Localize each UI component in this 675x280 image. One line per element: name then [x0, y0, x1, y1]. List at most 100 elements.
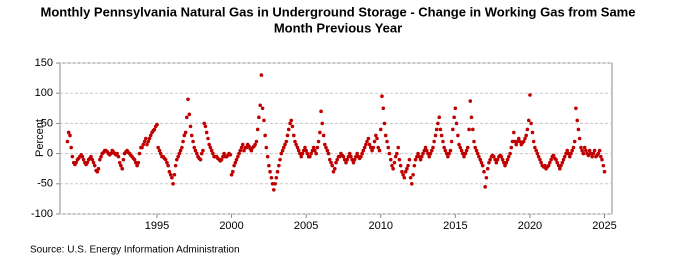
data-point [183, 130, 188, 135]
data-point [165, 160, 169, 165]
data-point [376, 145, 381, 150]
data-point [392, 160, 397, 165]
data-point [509, 145, 514, 150]
data-point [579, 145, 583, 150]
data-point [142, 139, 147, 144]
data-point [386, 145, 391, 150]
data-point [316, 139, 321, 144]
y-tick-label: 150 [35, 57, 53, 69]
data-point [300, 151, 305, 156]
data-point [80, 154, 85, 159]
data-point [469, 115, 474, 120]
data-point [557, 166, 562, 171]
data-point [193, 148, 198, 153]
data-point [471, 127, 475, 132]
data-point [467, 127, 471, 132]
data-point [413, 157, 418, 162]
data-point [480, 163, 485, 168]
data-point [581, 151, 586, 156]
data-point [372, 139, 377, 144]
data-point [299, 154, 304, 159]
data-point [566, 151, 571, 156]
data-point [417, 154, 422, 159]
data-point [354, 154, 358, 159]
data-point [137, 151, 142, 156]
data-point [192, 145, 197, 150]
data-point [407, 157, 412, 162]
data-point [314, 151, 318, 156]
data-point [451, 127, 455, 132]
data-point [318, 130, 322, 135]
data-point [175, 157, 179, 162]
y-tick-label: 100 [35, 87, 53, 99]
source-note: Source: U.S. Energy Information Administ… [30, 245, 240, 256]
data-point [152, 127, 157, 132]
data-point [301, 148, 306, 153]
data-point [468, 99, 473, 103]
data-point [439, 133, 444, 138]
data-point [222, 151, 226, 156]
data-point [474, 148, 479, 153]
data-point [237, 151, 241, 156]
data-point [280, 148, 285, 153]
data-point [95, 169, 100, 174]
data-point [279, 151, 284, 156]
data-point [255, 127, 260, 132]
data-point [335, 157, 339, 162]
data-point [510, 139, 515, 144]
data-point [383, 133, 388, 138]
data-point [577, 136, 582, 141]
data-point [371, 145, 376, 150]
data-point [580, 148, 584, 153]
data-point [293, 139, 297, 144]
data-point [65, 139, 70, 144]
data-point [234, 157, 239, 162]
chart-title: Monthly Pennsylvania Natural Gas in Unde… [41, 4, 636, 19]
data-point [421, 151, 425, 156]
data-point [277, 163, 281, 168]
y-tick-label: -50 [37, 178, 53, 190]
data-point [366, 136, 371, 141]
data-point [574, 106, 578, 111]
data-point [525, 127, 530, 132]
data-point [296, 148, 301, 153]
data-point [199, 151, 204, 156]
data-point [146, 139, 151, 144]
data-point [479, 160, 484, 165]
data-point [167, 169, 172, 174]
data-point [326, 151, 331, 156]
data-point [117, 160, 122, 165]
data-point [259, 73, 264, 77]
data-point [253, 142, 257, 147]
data-point [208, 145, 213, 150]
data-point [456, 133, 460, 138]
data-point [198, 157, 203, 162]
data-point [333, 166, 337, 171]
data-point [551, 153, 556, 158]
data-point [172, 172, 177, 177]
data-point [377, 148, 382, 153]
data-point [582, 145, 587, 150]
data-point [185, 115, 189, 120]
data-point [462, 154, 466, 159]
data-point [465, 145, 470, 150]
data-point [591, 151, 596, 156]
data-point [482, 169, 486, 174]
data-point [431, 145, 435, 150]
data-point [209, 148, 214, 153]
data-point [290, 124, 295, 129]
y-tick-label: 50 [41, 117, 53, 129]
data-point [281, 145, 286, 150]
data-point [531, 139, 536, 144]
data-point [347, 151, 352, 156]
data-point [180, 145, 184, 150]
data-point [403, 169, 408, 174]
data-point [90, 157, 95, 162]
data-point [452, 115, 456, 120]
data-point [286, 127, 291, 132]
data-point [360, 151, 364, 156]
data-point [529, 121, 533, 126]
data-point [177, 151, 182, 156]
data-point [156, 145, 160, 150]
data-point [478, 157, 483, 162]
